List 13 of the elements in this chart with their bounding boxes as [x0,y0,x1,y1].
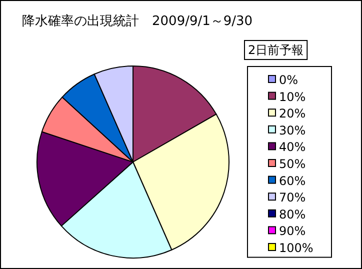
legend-label: 10% [279,90,306,104]
legend-label: 80% [279,207,306,222]
legend-label: 20% [279,106,306,121]
legend-label: 30% [279,123,306,138]
legend-label: 90% [279,224,306,238]
chart-title: 降水確率の出現統計 2009/9/1～9/30 [22,13,253,29]
legend-label: 0% [279,73,298,87]
legend-label: 60% [279,174,306,188]
legend-label: 100% [279,241,314,255]
legend-label: 70% [279,190,306,205]
legend-label: 40% [279,140,306,154]
legend-title: 2日前予報 [248,43,304,57]
legend-label: 50% [279,157,306,171]
